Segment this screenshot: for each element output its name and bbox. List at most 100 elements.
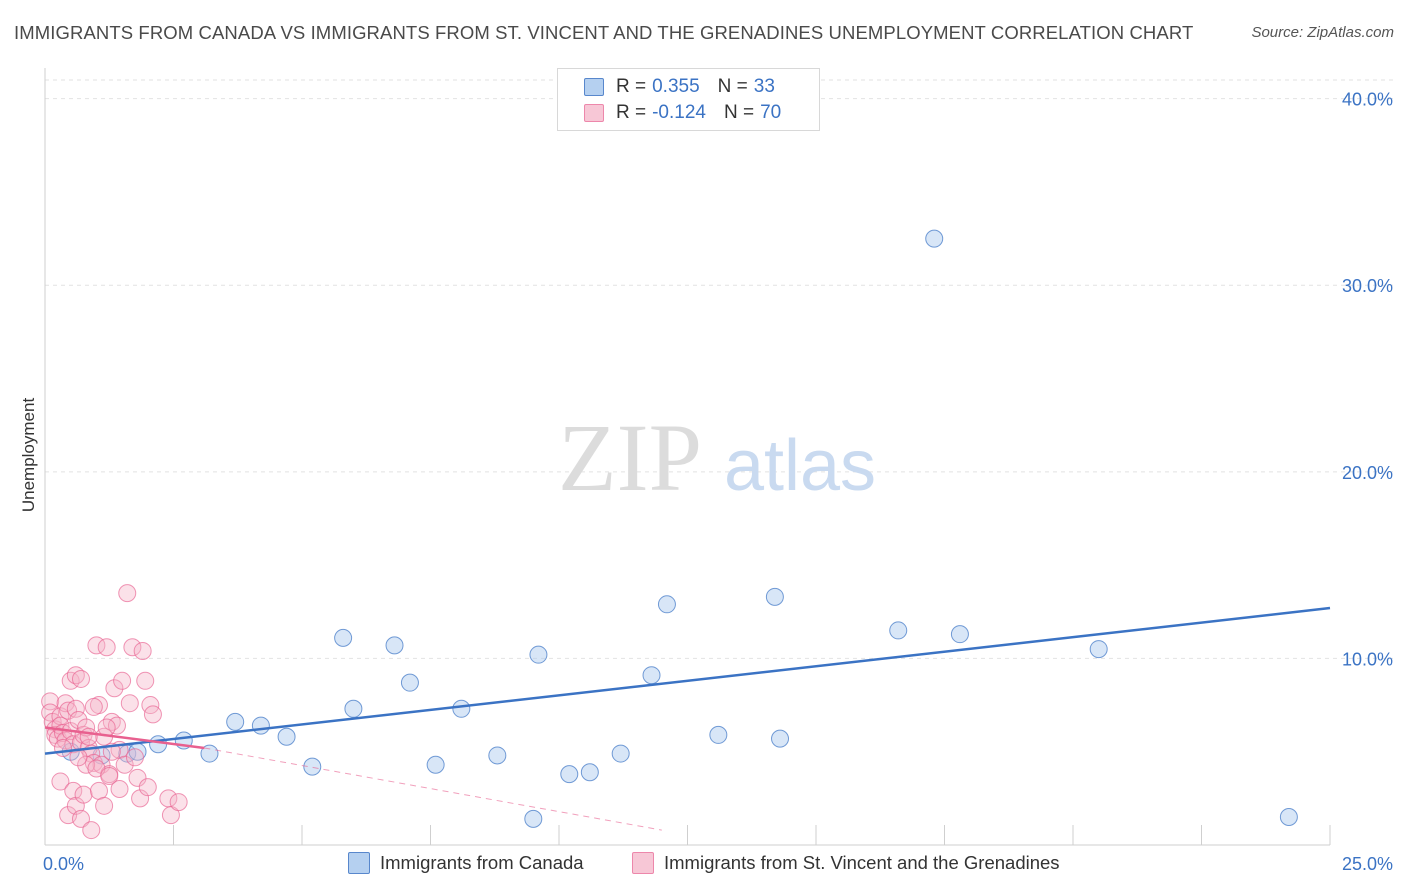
y-axis-title: Unemployment (19, 398, 38, 513)
point-canada (385, 636, 404, 655)
point-canada (1279, 808, 1298, 827)
point-canada (771, 729, 790, 748)
point-canada (611, 744, 630, 763)
point-stvincent (136, 671, 155, 690)
chart-title: IMMIGRANTS FROM CANADA VS IMMIGRANTS FRO… (14, 22, 1194, 43)
point-canada (709, 725, 728, 744)
point-canada (560, 765, 579, 784)
y-tick-label: 20.0% (1342, 463, 1393, 483)
point-stvincent (123, 638, 142, 657)
point-stvincent (64, 781, 83, 800)
point-stvincent (82, 821, 101, 840)
point-stvincent (89, 781, 108, 800)
point-canada (580, 763, 599, 782)
y-tick-label: 30.0% (1342, 276, 1393, 296)
legend-swatch-stvincent (632, 852, 654, 874)
series-legend: Immigrants from Canada Immigrants from S… (0, 852, 1406, 878)
y-tick-label: 40.0% (1342, 90, 1393, 110)
watermark: ZIP atlas (558, 404, 876, 511)
x-tick-label: 25.0% (1342, 854, 1393, 874)
series-canada-points (61, 229, 1298, 828)
legend-n-value: 33 (753, 76, 775, 97)
stats-legend: R = 0.355 N = 33 R = -0.124 N = 70 (557, 68, 820, 131)
point-stvincent (115, 755, 134, 774)
point-stvincent (120, 694, 139, 713)
legend-item-canada[interactable]: Immigrants from Canada (348, 852, 584, 874)
legend-r-label: R = (616, 102, 647, 123)
tick-labels: 10.0% 20.0% 30.0% 40.0% 0.0% 25.0% (43, 90, 1393, 874)
point-canada (303, 757, 322, 776)
point-canada (251, 716, 270, 735)
legend-n-value: 70 (760, 102, 782, 123)
point-stvincent (169, 793, 188, 812)
legend-r-value: 0.355 (652, 76, 700, 97)
trend-line-canada (44, 606, 1331, 755)
point-stvincent (113, 671, 132, 690)
point-canada (277, 727, 296, 746)
point-stvincent (138, 778, 157, 797)
point-stvincent (95, 796, 114, 815)
point-stvincent (74, 785, 93, 804)
point-stvincent (133, 641, 152, 660)
point-stvincent (71, 809, 90, 828)
legend-r-label: R = (616, 76, 647, 97)
legend-row-canada: R = 0.355 N = 33 (584, 75, 775, 99)
y-tick-label: 10.0% (1342, 649, 1393, 669)
point-canada (925, 229, 944, 248)
point-canada (529, 645, 548, 664)
point-stvincent (125, 748, 144, 767)
trend-line-stvincent (44, 726, 205, 750)
point-canada (950, 625, 969, 644)
point-canada (200, 744, 219, 763)
watermark-atlas: atlas (724, 426, 876, 506)
point-stvincent (100, 766, 119, 785)
watermark-zip: ZIP (558, 404, 702, 511)
point-stvincent (53, 738, 72, 757)
point-canada (149, 735, 168, 754)
legend-swatch-canada (348, 852, 370, 874)
point-canada (426, 755, 445, 774)
point-stvincent (66, 699, 85, 718)
point-canada (765, 587, 784, 606)
legend-row-stvincent: R = -0.124 N = 70 (584, 101, 781, 125)
point-stvincent (110, 780, 129, 799)
point-stvincent (118, 584, 137, 603)
point-stvincent (84, 697, 103, 716)
point-canada (334, 628, 353, 647)
point-stvincent (105, 679, 124, 698)
point-canada (226, 712, 245, 731)
point-canada (657, 595, 676, 614)
point-stvincent (71, 669, 90, 688)
point-canada (524, 809, 543, 828)
grid-lines (45, 79, 1395, 659)
legend-swatch-stvincent (584, 104, 604, 122)
legend-item-stvincent[interactable]: Immigrants from St. Vincent and the Gren… (632, 852, 1060, 874)
trend-lines (44, 606, 1331, 831)
axes (44, 68, 1331, 846)
point-canada (452, 699, 471, 718)
trend-extension-stvincent (204, 747, 662, 831)
source-label: Source: ZipAtlas.com (1251, 24, 1394, 41)
point-stvincent (51, 772, 70, 791)
legend-label-canada: Immigrants from Canada (380, 852, 584, 873)
point-stvincent (56, 694, 75, 713)
point-canada (1089, 640, 1108, 659)
series-stvincent-points (41, 584, 188, 840)
x-tick-label: 0.0% (43, 854, 84, 874)
point-stvincent (97, 638, 116, 657)
point-stvincent (77, 755, 96, 774)
point-canada (889, 621, 908, 640)
point-canada (400, 673, 419, 692)
point-canada (344, 699, 363, 718)
point-stvincent (79, 727, 98, 746)
point-stvincent (128, 768, 147, 787)
point-stvincent (143, 705, 162, 724)
point-canada (488, 746, 507, 765)
point-stvincent (59, 701, 78, 720)
legend-swatch-canada (584, 78, 604, 96)
point-canada (642, 666, 661, 685)
legend-n-label: N = (723, 102, 755, 123)
legend-r-value: -0.124 (652, 102, 706, 123)
legend-n-label: N = (717, 76, 748, 97)
